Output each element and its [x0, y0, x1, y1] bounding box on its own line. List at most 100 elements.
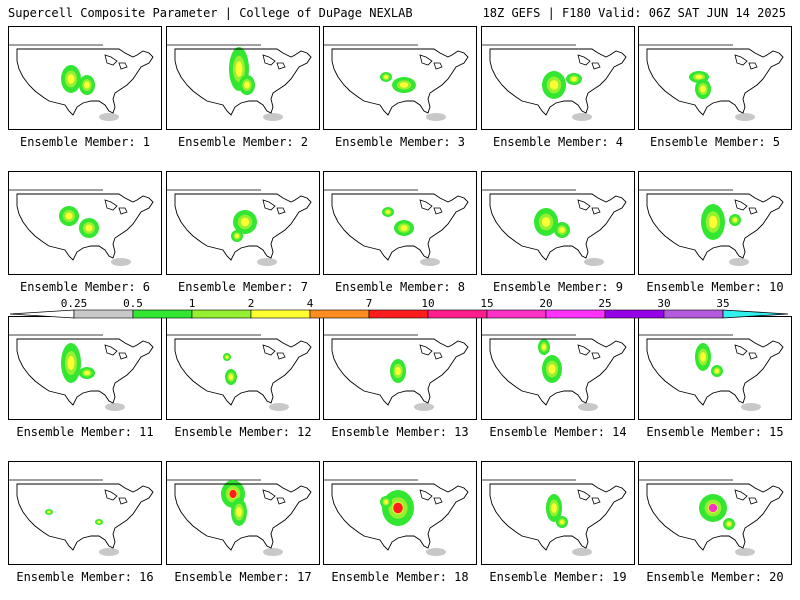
us-outline	[489, 338, 627, 406]
map-svg	[324, 189, 469, 266]
map-panel-member-13	[323, 316, 477, 420]
map-panel-member-11	[8, 316, 162, 420]
map-panel-member-1	[8, 26, 162, 130]
scp-shade-low	[426, 548, 446, 556]
great-lakes-outline	[577, 199, 601, 215]
map-svg	[639, 189, 784, 266]
great-lakes-outline	[104, 344, 128, 360]
legend-swatch	[663, 309, 724, 319]
map-panel-member-14	[481, 316, 635, 420]
member-caption: Ensemble Member: 14	[489, 425, 627, 439]
map-panel-member-5	[638, 26, 792, 130]
scp-shade-low	[269, 403, 289, 411]
us-outline	[174, 483, 312, 551]
legend-tick-label: 1	[189, 297, 196, 310]
us-outline	[646, 48, 784, 116]
member-caption: Ensemble Member: 16	[16, 570, 154, 584]
map-svg	[9, 44, 154, 121]
great-lakes-outline	[262, 489, 286, 505]
scp-shade	[67, 74, 75, 84]
scp-shade-low	[99, 548, 119, 556]
scp-shade	[400, 225, 408, 231]
scp-shade-low	[578, 403, 598, 411]
legend-tick-label: 2	[248, 297, 255, 310]
member-caption: Ensemble Member: 13	[331, 425, 469, 439]
member-caption: Ensemble Member: 6	[19, 280, 151, 294]
map-svg	[639, 479, 784, 556]
us-outline	[331, 483, 469, 551]
scp-shade-low	[426, 113, 446, 121]
map-svg	[482, 189, 627, 266]
member-caption: Ensemble Member: 7	[177, 280, 309, 294]
scp-shade	[97, 520, 101, 524]
us-outline	[16, 193, 154, 261]
legend-tick-label: 4	[307, 297, 314, 310]
legend-swatch	[191, 309, 252, 319]
great-lakes-outline	[104, 54, 128, 70]
legend-swatch	[486, 309, 547, 319]
map-panel-member-18	[323, 461, 477, 565]
scp-shade-low	[263, 113, 283, 121]
map-svg	[482, 479, 627, 556]
map-panel-member-16	[8, 461, 162, 565]
scp-shade-low	[420, 258, 440, 266]
map-panel-member-6	[8, 171, 162, 275]
us-outline	[331, 338, 469, 406]
map-panel-member-17	[166, 461, 320, 565]
great-lakes-outline	[419, 199, 443, 215]
scp-shade	[726, 521, 732, 527]
map-panel-member-3	[323, 26, 477, 130]
map-svg	[639, 44, 784, 121]
scp-shade	[235, 61, 243, 77]
us-outline	[646, 193, 784, 261]
legend-tick-label: 35	[716, 297, 729, 310]
member-caption: Ensemble Member: 5	[649, 135, 781, 149]
scp-shade	[714, 368, 720, 374]
scp-shade	[732, 217, 738, 223]
great-lakes-outline	[734, 54, 758, 70]
scp-shade-high	[393, 502, 403, 514]
us-outline	[16, 483, 154, 551]
scp-shade	[549, 80, 559, 90]
scp-shade-low	[105, 403, 125, 411]
legend-swatch	[368, 309, 429, 319]
scp-shade	[700, 352, 706, 362]
map-panel-member-12	[166, 316, 320, 420]
scp-shade-low	[729, 258, 749, 266]
legend-swatch	[73, 309, 134, 319]
scp-shade-low	[735, 113, 755, 121]
us-outline	[174, 338, 312, 406]
member-caption: Ensemble Member: 8	[334, 280, 466, 294]
map-svg	[324, 44, 469, 121]
scp-shade-low	[584, 258, 604, 266]
great-lakes-outline	[262, 344, 286, 360]
scp-shade	[383, 75, 389, 79]
scp-shade	[84, 370, 90, 376]
member-caption: Ensemble Member: 1	[19, 135, 151, 149]
legend-swatch	[427, 309, 488, 319]
scp-shade	[708, 215, 718, 229]
legend-tick-label: 20	[539, 297, 552, 310]
map-panel-member-7	[166, 171, 320, 275]
legend-tick-label: 30	[657, 297, 670, 310]
map-panel-member-20	[638, 461, 792, 565]
great-lakes-outline	[104, 489, 128, 505]
great-lakes-outline	[734, 199, 758, 215]
map-panel-member-19	[481, 461, 635, 565]
member-caption: Ensemble Member: 3	[334, 135, 466, 149]
great-lakes-outline	[104, 199, 128, 215]
member-caption: Ensemble Member: 20	[646, 570, 784, 584]
us-outline	[489, 48, 627, 116]
legend-arrow-left	[10, 309, 75, 319]
title-right: 18Z GEFS | F180 Valid: 06Z SAT JUN 14 20…	[482, 6, 786, 20]
legend-swatch	[545, 309, 606, 319]
legend-tick-label: 15	[480, 297, 493, 310]
great-lakes-outline	[419, 54, 443, 70]
color-legend: 0.25 0.5 1 2 4 7 10 15 20 25 30 35	[10, 297, 789, 319]
scp-shade-low	[741, 403, 761, 411]
great-lakes-outline	[419, 489, 443, 505]
scp-shade	[541, 217, 551, 227]
great-lakes-outline	[734, 489, 758, 505]
scp-shade	[548, 364, 556, 374]
member-caption: Ensemble Member: 4	[492, 135, 624, 149]
